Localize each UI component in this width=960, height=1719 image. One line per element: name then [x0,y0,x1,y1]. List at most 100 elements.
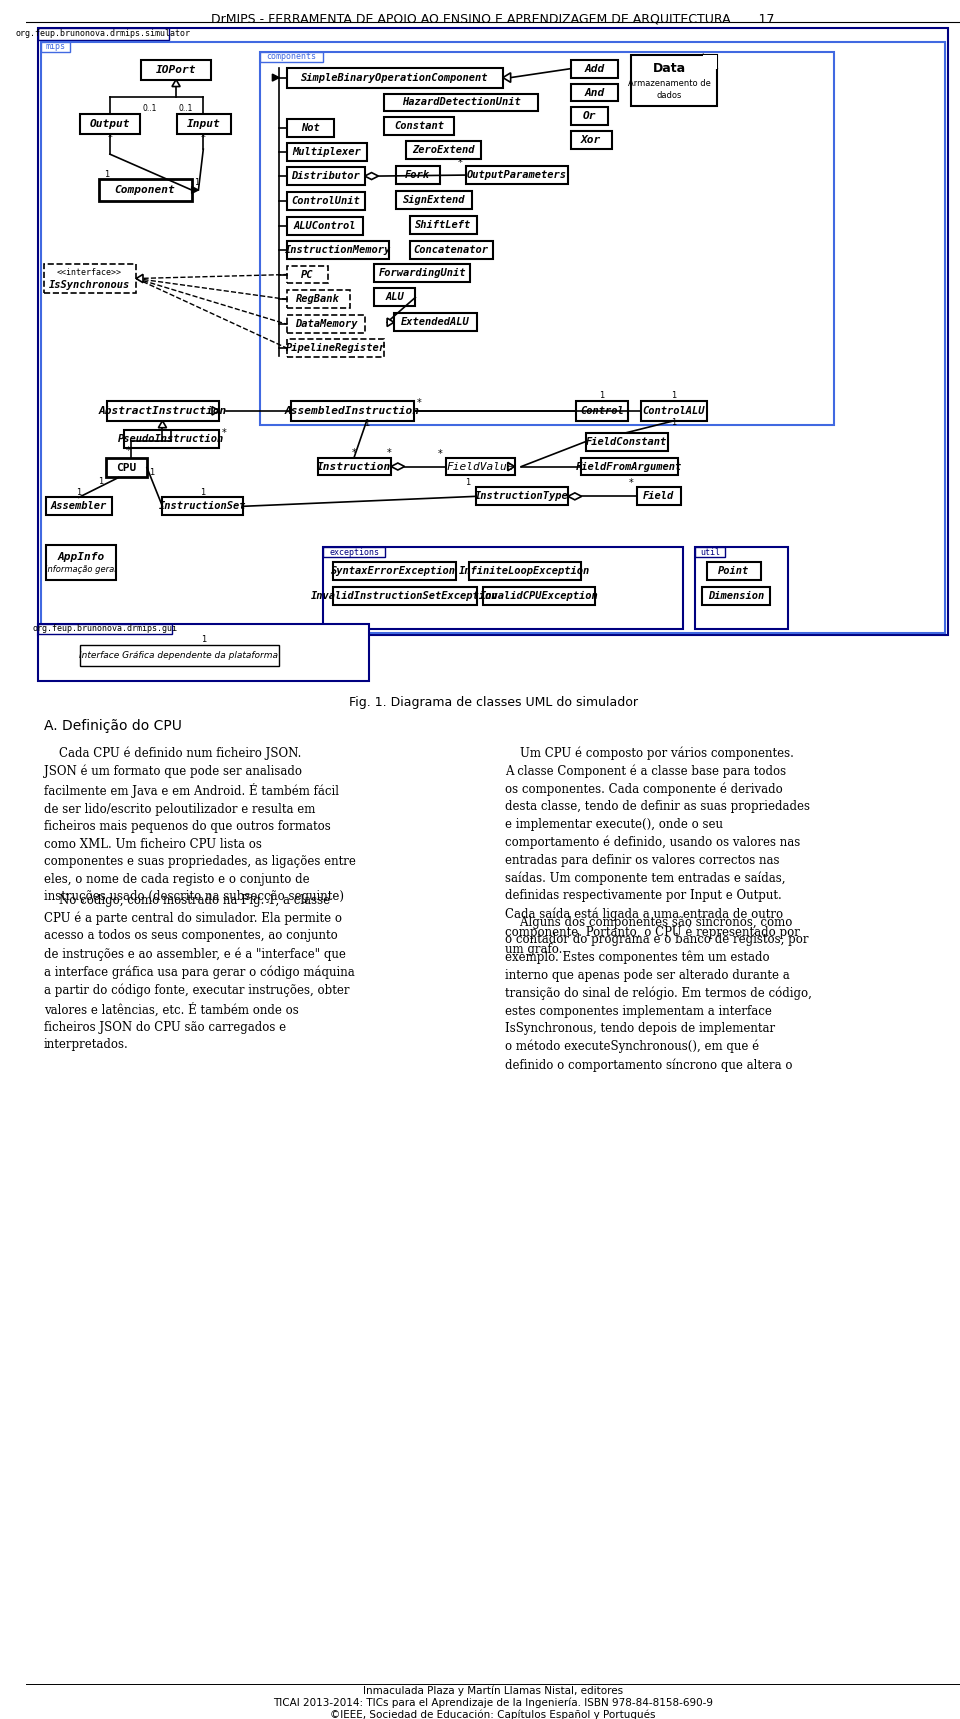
Text: IsSynchronous: IsSynchronous [49,280,131,291]
Bar [695,547,725,557]
Text: exceptions: exceptions [329,548,379,557]
Text: mips: mips [45,43,65,52]
Polygon shape [508,462,515,471]
Text: 1: 1 [76,488,82,497]
Text: ControlUnit: ControlUnit [292,196,360,206]
Text: 1: 1 [671,418,677,428]
Text: AssembledInstruction: AssembledInstruction [284,406,420,416]
Text: Fork: Fork [405,170,430,180]
Bar [374,289,416,306]
Text: Um CPU é composto por vários componentes.
A classe Component é a classe base par: Um CPU é composto por vários componentes… [505,746,810,956]
Text: Or: Or [583,112,596,122]
Polygon shape [212,407,219,414]
Text: Informação geral: Informação geral [45,566,116,574]
Bar [475,488,568,505]
Bar [396,191,471,210]
Text: Control: Control [580,406,624,416]
Text: Multiplexer: Multiplexer [293,148,361,156]
Text: util: util [700,548,720,557]
Polygon shape [503,72,511,83]
Text: 1: 1 [195,177,200,187]
Text: FieldConstant: FieldConstant [586,437,667,447]
Bar [177,115,230,134]
Text: Output: Output [89,119,131,129]
Text: 1: 1 [149,468,154,476]
Bar [41,41,70,52]
Bar [287,217,363,236]
Text: *: * [126,445,131,456]
Bar [394,313,476,332]
Bar [323,547,385,557]
Bar [106,457,147,478]
Text: HazardDetectionUnit: HazardDetectionUnit [401,98,520,108]
Text: FieldFromArgument: FieldFromArgument [576,461,683,471]
Text: ALUControl: ALUControl [294,220,356,230]
Bar [46,545,116,579]
Text: *: * [438,449,443,459]
Polygon shape [192,186,199,194]
Text: Cada CPU é definido num ficheiro JSON.
JSON é um formato que pode ser analisado
: Cada CPU é definido num ficheiro JSON. J… [44,746,355,902]
Bar [374,263,469,282]
Bar [406,141,482,160]
Text: InfiniteLoopException: InfiniteLoopException [459,566,589,576]
Text: 0..1: 0..1 [142,103,156,113]
Text: Not: Not [300,124,320,134]
Text: 1: 1 [671,392,677,401]
Text: *: * [629,478,634,488]
Text: CPU: CPU [116,462,136,473]
Bar [287,119,334,138]
Bar [586,433,668,450]
Bar [571,60,617,77]
Bar [384,117,454,136]
Text: Add: Add [585,64,605,74]
Text: Constant: Constant [395,122,444,131]
Bar [124,430,219,447]
Text: SyntaxErrorException: SyntaxErrorException [331,566,456,576]
Text: InstructionType: InstructionType [474,492,568,502]
Bar [571,107,608,125]
Text: ZeroExtend: ZeroExtend [412,144,475,155]
Bar [80,645,279,667]
Polygon shape [568,493,582,500]
Text: OutputParameters: OutputParameters [467,170,566,180]
Text: Fig. 1. Diagrama de classes UML do simulador: Fig. 1. Diagrama de classes UML do simul… [348,696,637,708]
Bar [41,41,946,633]
Text: AppInfo: AppInfo [57,552,105,562]
Bar [287,266,327,284]
Bar [641,401,708,421]
Text: IOPort: IOPort [156,65,196,74]
Text: SignExtend: SignExtend [402,194,465,205]
Text: Data: Data [653,62,685,76]
Text: InstructionSet: InstructionSet [158,502,246,511]
Text: 0..1: 0..1 [179,103,193,113]
Text: *: * [201,134,205,143]
Bar [333,562,456,579]
Bar [704,55,717,69]
Bar [38,624,369,681]
Bar [46,497,112,516]
Text: Assembler: Assembler [51,502,107,511]
Bar [80,115,140,134]
Bar [571,84,617,101]
Text: No código, como mostrado na Fig. 1, a classe
CPU é a parte central do simulador.: No código, como mostrado na Fig. 1, a cl… [44,894,354,1052]
Text: 1: 1 [98,476,103,486]
Bar [384,93,538,112]
Polygon shape [387,318,394,327]
Text: Dimension: Dimension [708,591,764,602]
Polygon shape [391,462,404,469]
Text: org.feup.brunonova.drmips.simulator: org.feup.brunonova.drmips.simulator [15,29,191,38]
Bar [695,547,788,629]
Bar [99,179,192,201]
Text: Xor: Xor [581,136,602,144]
Bar [287,291,350,308]
Text: org.feup.brunonova.drmips.gui: org.feup.brunonova.drmips.gui [33,624,178,633]
Text: 1: 1 [201,634,205,645]
Bar [38,624,172,634]
Text: *: * [387,447,392,457]
Bar [287,241,389,258]
Text: ForwardingUnit: ForwardingUnit [378,268,466,277]
Text: 1: 1 [104,170,109,179]
Bar [162,497,243,516]
Bar [708,562,760,579]
Text: Instruction: Instruction [317,461,391,471]
